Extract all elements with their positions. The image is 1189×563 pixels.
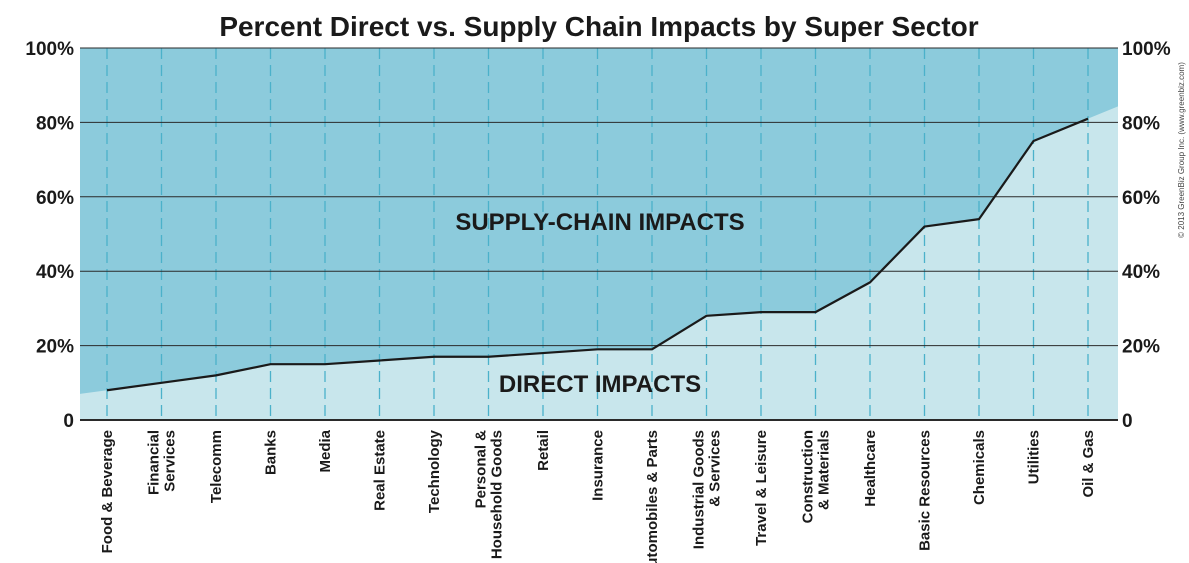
supply-chain-region-label: SUPPLY-CHAIN IMPACTS [455,209,744,236]
x-category-label-line: Travel & Leisure [753,430,770,546]
y-tick-label-left: 20% [36,337,74,358]
x-category-label: Media [317,429,334,472]
x-category-label: Insurance [590,430,607,501]
gridlines [80,47,1118,421]
x-category-label: Real Estate [372,430,389,511]
y-tick-label-left: 80% [36,113,74,134]
direct-impacts-region-label: DIRECT IMPACTS [499,371,701,398]
x-category-label: Travel & Leisure [753,430,770,546]
y-tick-label-right: 80% [1122,113,1160,134]
x-category-label: Construction & Materials [800,430,833,523]
x-category-label: Oil & Gas [1080,430,1097,498]
y-tick-label-left: 40% [36,262,74,283]
y-tick-label-right: 100% [1122,39,1171,60]
y-tick-label-left: 100% [25,39,74,60]
x-category-label: Utilities [1026,430,1043,484]
y-tick-label-right: 20% [1122,337,1160,358]
x-category-label-line: Food & Beverage [99,430,116,553]
category-dash-lines [106,48,1089,420]
x-category-label-line: Healthcare [862,430,879,507]
x-category-label: Financial Services [146,430,179,495]
direct-impacts-area [80,106,1118,420]
x-category-label-line: Personal & [473,430,490,509]
x-category-label: Automobiles & Parts [644,430,661,563]
y-tick-label-right: 40% [1122,262,1160,283]
x-category-label: Banks [263,430,280,475]
x-category-label-line: Media [317,429,334,472]
x-category-label-line: Automobiles & Parts [644,430,661,563]
x-category-label-line: & Services [707,430,724,507]
x-category-label: Food & Beverage [99,430,116,553]
x-category-label-line: Construction [800,430,817,523]
copyright-note: © 2013 GreenBiz Group Inc. (www.greenbiz… [1177,62,1186,238]
y-tick-label-right: 0 [1122,411,1133,432]
x-category-label-line: Chemicals [971,430,988,505]
y-axis-left-ticks: 0 20% 40% 60% 80% 100% [25,39,74,432]
y-tick-label-left: 0 [63,411,74,432]
x-category-label-line: Basic Resources [917,430,934,551]
y-tick-label-left: 60% [36,188,74,209]
x-category-label: Retail [535,430,552,471]
x-category-label: Healthcare [862,430,879,507]
x-category-label-line: Retail [535,430,552,471]
x-category-label-line: Technology [426,429,443,513]
x-category-label-line: Industrial Goods [691,430,708,549]
x-category-label-line: & Materials [816,430,833,510]
plot-area [80,47,1118,421]
x-category-label: Technology [426,429,443,513]
x-category-label-line: Telecomm [208,430,225,503]
x-category-label: Chemicals [971,430,988,505]
x-category-label-line: Insurance [590,430,607,501]
y-axis-right-ticks: 0 20% 40% 60% 80% 100% [1122,39,1171,432]
x-category-label-line: Household Goods [489,430,506,559]
x-category-label: Basic Resources [917,430,934,551]
x-category-label-line: Financial [146,430,163,495]
x-category-label: Telecomm [208,430,225,503]
x-category-label: Personal & Household Goods [473,430,506,559]
x-category-label: Industrial Goods & Services [691,430,724,549]
direct-impacts-line [106,117,1089,392]
y-tick-label-right: 60% [1122,188,1160,209]
x-category-label-line: Utilities [1026,430,1043,484]
x-category-label-line: Services [162,430,179,492]
x-axis-category-labels: Food & Beverage Financial Services Telecomm… [99,429,1097,563]
x-category-label-line: Oil & Gas [1080,430,1097,498]
chart-title: Percent Direct vs. Supply Chain Impacts … [219,11,978,42]
x-category-label-line: Banks [263,430,280,475]
x-category-label-line: Real Estate [372,430,389,511]
